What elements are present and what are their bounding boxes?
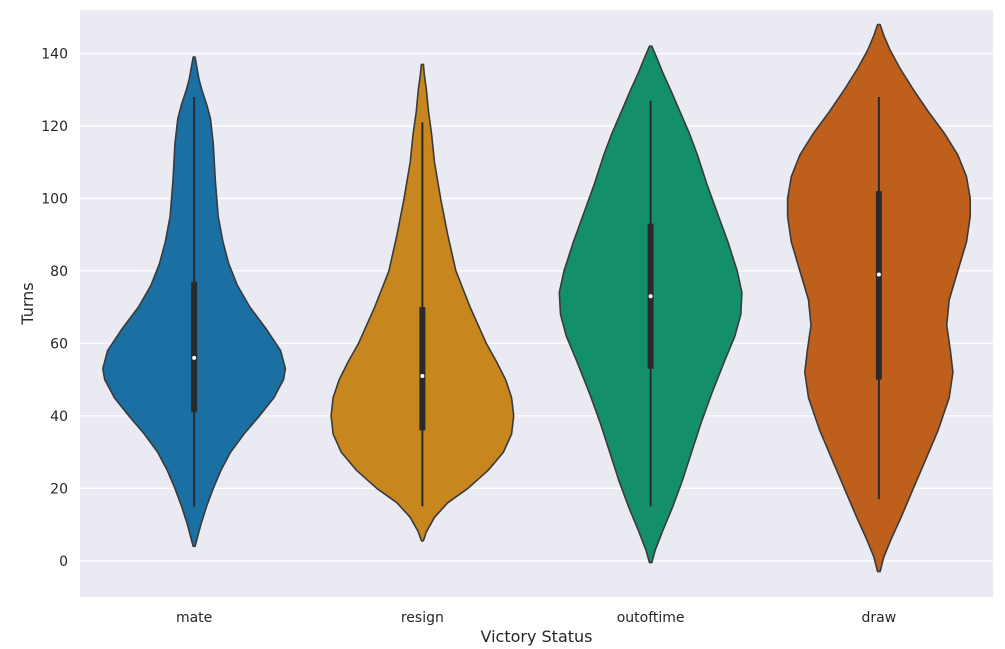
x-tick-label: outoftime <box>617 610 685 626</box>
violin-median-point <box>648 294 653 299</box>
violins <box>102 23 971 573</box>
violin-resign <box>330 63 515 542</box>
y-tick-label: 100 <box>41 191 68 207</box>
violin-draw <box>786 23 971 573</box>
violin-outoftime <box>558 45 743 564</box>
x-tick-labels: mate resign outoftime draw <box>176 610 896 626</box>
x-tick-label: draw <box>862 610 897 626</box>
x-tick-label: resign <box>401 610 444 626</box>
violin-median-point <box>420 373 425 378</box>
y-tick-label: 0 <box>59 554 68 570</box>
violin-mate <box>102 56 287 548</box>
y-tick-label: 40 <box>50 409 68 425</box>
y-tick-labels: 0 20 40 60 80 100 120 140 <box>41 46 68 569</box>
y-tick-label: 60 <box>50 336 68 352</box>
y-axis-label: Turns <box>18 282 37 325</box>
violin-median-point <box>876 272 881 277</box>
y-tick-label: 140 <box>41 46 68 62</box>
x-tick-label: mate <box>176 610 212 626</box>
x-axis-label: Victory Status <box>480 627 592 646</box>
violin-median-point <box>192 355 197 360</box>
y-tick-label: 80 <box>50 264 68 280</box>
y-tick-label: 120 <box>41 119 68 135</box>
y-tick-label: 20 <box>50 481 68 497</box>
